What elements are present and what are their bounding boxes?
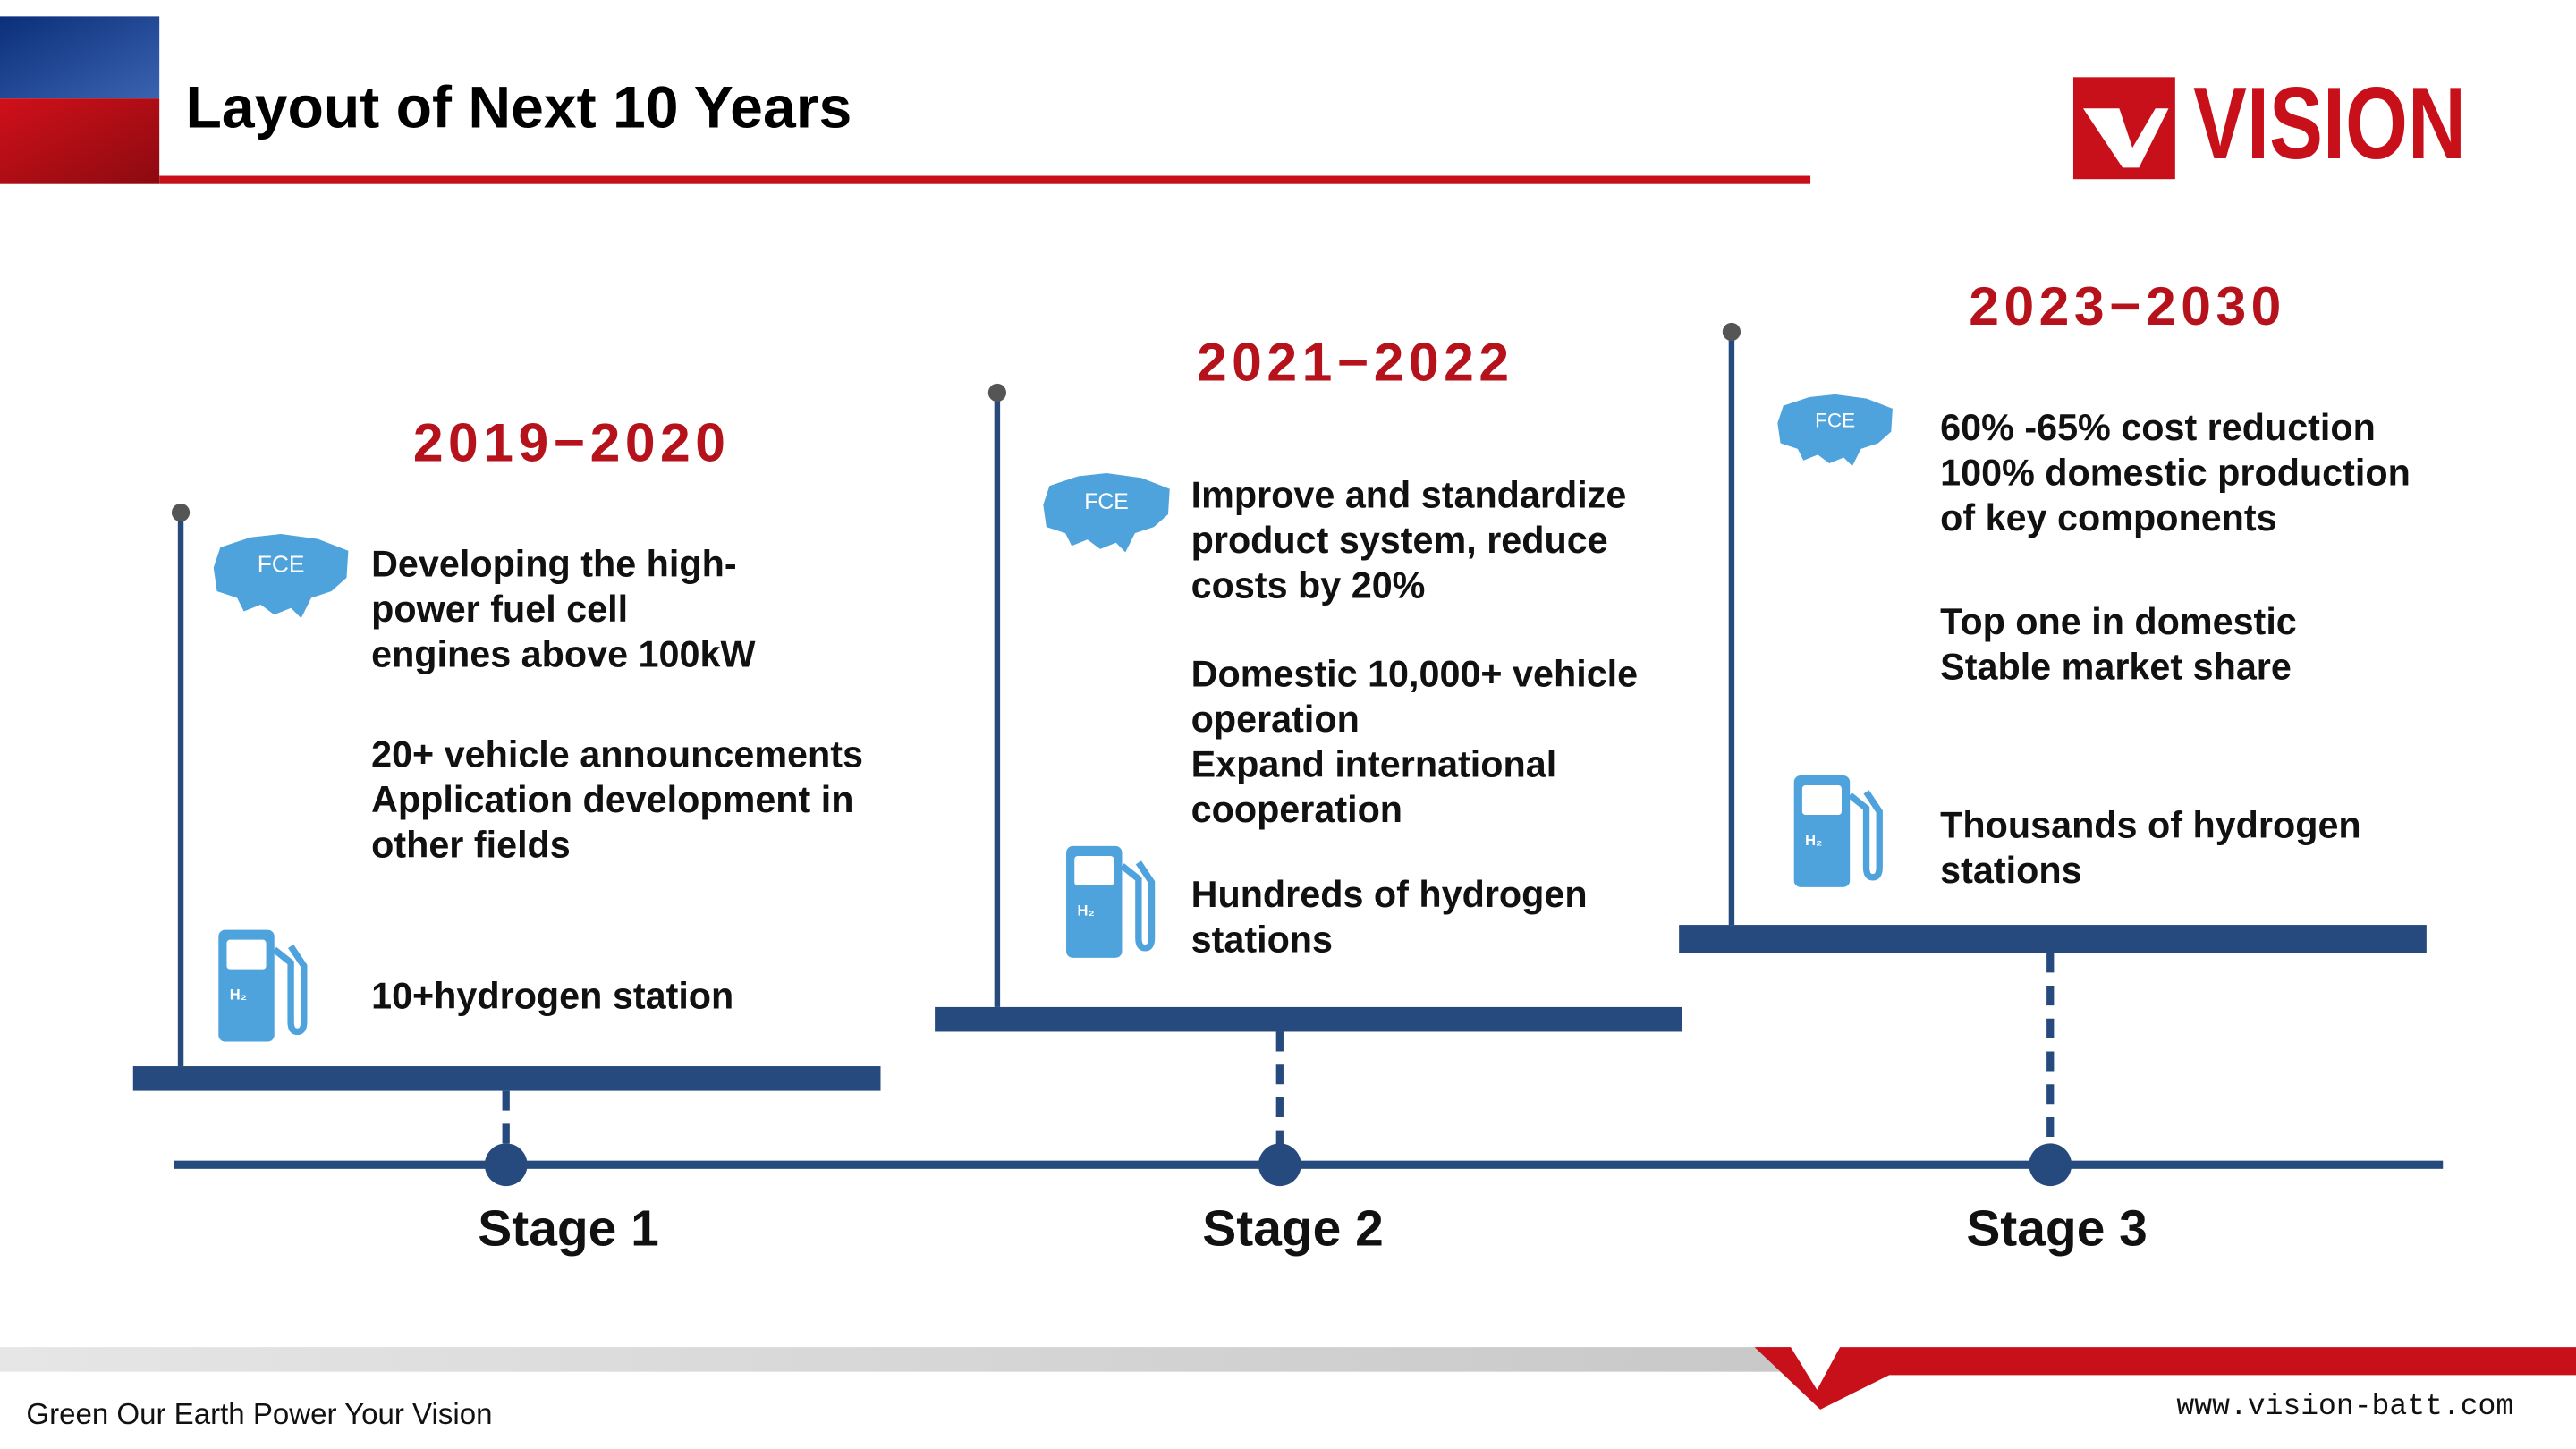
milestone-line: operation xyxy=(1191,699,1360,740)
milestone-line: other fields xyxy=(371,825,571,866)
stage-platform xyxy=(132,1066,881,1091)
stage-platform xyxy=(1679,925,2427,953)
url: www.vision-batt.com xyxy=(2176,1389,2513,1423)
milestone-line: stations xyxy=(1940,850,2081,891)
milestone-line: 100% domestic production xyxy=(1940,453,2411,494)
pole-knob xyxy=(1722,322,1741,342)
milestone-line: 10+hydrogen station xyxy=(371,976,733,1017)
pole-knob xyxy=(171,503,191,522)
fce-shape xyxy=(1043,472,1170,553)
milestone-line: stations xyxy=(1191,919,1333,960)
stage-period: 2021−2022 xyxy=(1197,332,1514,393)
milestone-line: Application development in xyxy=(371,779,853,820)
slogan: Green Our Earth Power Your Vision xyxy=(26,1398,492,1431)
logo-v xyxy=(2082,108,2169,168)
stage-label: Stage 2 xyxy=(1202,1200,1383,1258)
h2-label: H₂ xyxy=(230,986,247,1003)
milestone-line: product system, reduce xyxy=(1191,520,1608,561)
footer-band-gray xyxy=(0,1347,1792,1372)
fce-shape xyxy=(1777,394,1893,467)
h2-label: H₂ xyxy=(1077,902,1094,919)
pump-hose xyxy=(272,944,308,1036)
milestone-line: Developing the high- xyxy=(371,544,737,585)
title: Layout of Next 10 Years xyxy=(186,74,852,140)
pump-screen xyxy=(1801,784,1842,816)
logo: VISION xyxy=(2072,67,2466,181)
pole-knob xyxy=(987,383,1006,402)
stage-platform xyxy=(935,1006,1682,1032)
milestone-line: of key components xyxy=(1940,497,2276,538)
h2-icon: H₂ xyxy=(1793,775,1883,887)
milestone-line: 20+ vehicle announcements xyxy=(371,734,863,775)
milestone-line: Improve and standardize xyxy=(1191,474,1627,515)
stage-period: 2023−2030 xyxy=(1969,275,2286,336)
pump-hose xyxy=(1120,860,1156,952)
stage-period: 2019−2020 xyxy=(413,412,731,473)
fce-label: FCE xyxy=(1084,490,1128,514)
stage-label: Stage 3 xyxy=(1966,1200,2147,1258)
milestone-line: power fuel cell xyxy=(371,589,628,630)
stage-node xyxy=(2029,1143,2072,1187)
fce-icon: FCE xyxy=(213,533,349,619)
milestone-line: costs by 20% xyxy=(1191,564,1426,606)
pump-hose xyxy=(1847,790,1883,881)
h2-icon: H₂ xyxy=(1066,845,1156,958)
header-block-blue xyxy=(0,16,160,99)
pump-screen xyxy=(1074,855,1114,886)
milestone-line: Stable market share xyxy=(1940,646,2292,687)
milestone-line: Domestic 10,000+ vehicle xyxy=(1191,654,1639,695)
pump-screen xyxy=(226,939,267,970)
logo-text: VISION xyxy=(2193,67,2466,181)
stage-label: Stage 1 xyxy=(478,1200,658,1258)
fce-icon: FCE xyxy=(1043,472,1170,553)
milestone-line: Hundreds of hydrogen xyxy=(1191,874,1588,915)
milestone-line: 60% -65% cost reduction xyxy=(1940,407,2376,448)
header-rule xyxy=(159,175,1811,184)
milestone-line: Top one in domestic xyxy=(1940,601,2297,642)
milestone-line: Thousands of hydrogen xyxy=(1940,805,2361,846)
stage-node xyxy=(1258,1143,1301,1187)
stage-node xyxy=(484,1143,528,1187)
fce-icon: FCE xyxy=(1777,394,1893,467)
timeline xyxy=(174,1160,2444,1169)
milestone-line: cooperation xyxy=(1191,789,1402,830)
milestone-line: engines above 100kW xyxy=(371,634,755,675)
fce-shape xyxy=(213,533,349,619)
header-block-red xyxy=(0,98,160,184)
fce-label: FCE xyxy=(1815,409,1855,431)
h2-icon: H₂ xyxy=(218,929,308,1042)
footer-band-red xyxy=(1754,1347,2576,1410)
h2-label: H₂ xyxy=(1805,832,1822,849)
milestone-line: Expand international xyxy=(1191,744,1557,785)
fce-label: FCE xyxy=(258,551,305,578)
